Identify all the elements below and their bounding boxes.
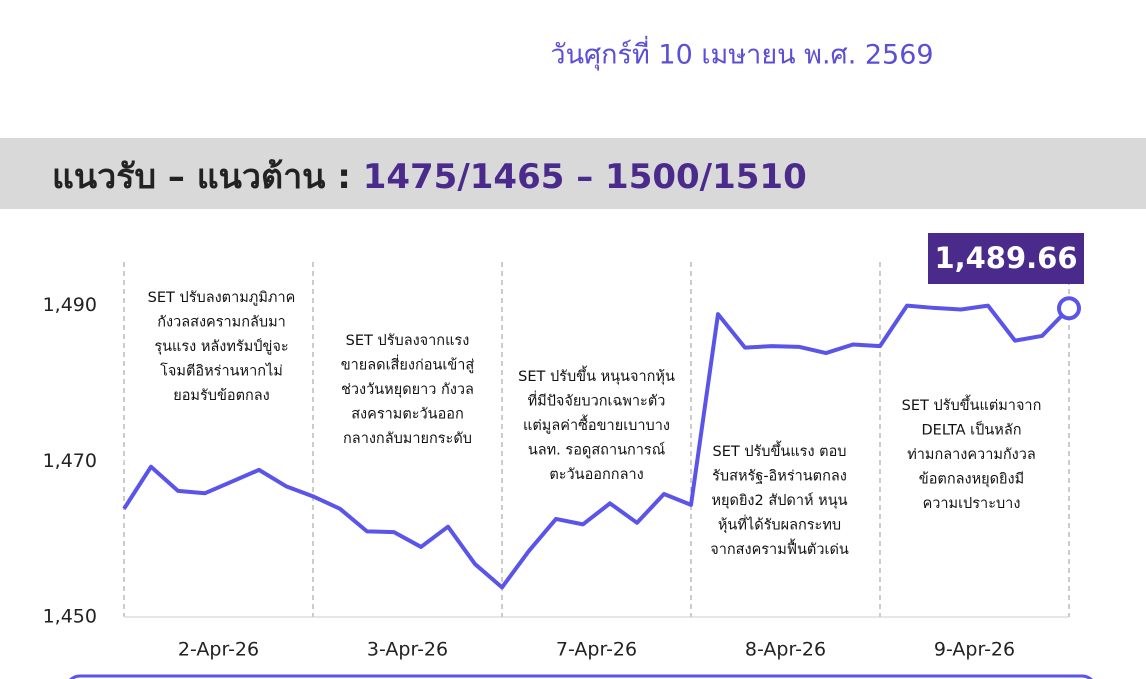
y-tick-label: 1,450	[43, 606, 97, 628]
annotation: สงครามตะวันออก	[351, 407, 464, 423]
annotation: รับสหรัฐ-อิหร่านตกลง	[712, 469, 847, 485]
annotation: ตะวันออกกลาง	[549, 467, 643, 483]
annotation: SET ปรับขึ้นแรง ตอบ	[712, 440, 846, 460]
x-tick-label: 8-Apr-26	[745, 639, 826, 661]
annotation: ช่วงวันหยุดยาว กังวล	[341, 382, 474, 398]
annotation: โจมตีอิหร่านหากไม่	[160, 362, 283, 380]
y-tick-label: 1,490	[43, 294, 97, 316]
title-levels: 1475/1465 – 1500/1510	[363, 157, 807, 197]
x-tick-label: 3-Apr-26	[367, 639, 448, 661]
annotation: ยอมรับข้อตกลง	[173, 387, 270, 404]
annotation: หุ้นที่ได้รับผลกระทบ	[718, 515, 841, 534]
annotation: นลท. รอดูสถานการณ์	[528, 442, 665, 459]
value-label: 1,489.66	[934, 241, 1077, 275]
last-point	[1057, 296, 1081, 321]
title-prefix: แนวรับ – แนวต้าน :	[52, 157, 363, 197]
annotation: รุนแรง หลังทรัมป์ขู่จะ	[154, 338, 288, 355]
x-tick-label: 9-Apr-26	[934, 639, 1015, 661]
title: แนวรับ – แนวต้าน : 1475/1465 – 1500/1510	[52, 157, 807, 197]
x-tick-label: 7-Apr-26	[556, 639, 637, 661]
title-band	[0, 138, 1146, 209]
annotation: SET ปรับลงตามภูมิภาค	[148, 290, 296, 306]
annotation: กลางกลับมายกระดับ	[343, 431, 472, 447]
annotation: แต่มูลค่าซื้อขายเบาบาง	[523, 414, 670, 434]
annotation: ที่มีปัจจัยบวกเฉพาะตัว	[528, 391, 666, 410]
annotation: จากสงครามฟื้นตัวเด่น	[710, 538, 849, 558]
annotation: SET ปรับขึ้น หนุนจากหุ้น	[518, 365, 675, 385]
x-tick-label: 2-Apr-26	[178, 639, 259, 661]
annotation: DELTA เป็นหลัก	[922, 420, 1022, 439]
annotation: ท่ามกลางความกังวล	[907, 447, 1036, 463]
bottom-panel	[69, 674, 1093, 679]
annotation: หยุดยิง2 สัปดาห์ หนุน	[711, 492, 847, 509]
series-line	[122, 303, 1071, 590]
annotation: SET ปรับลงจากแรง	[346, 333, 470, 349]
annotation: ข้อตกลงหยุดยิงมี	[919, 471, 1024, 488]
annotation: SET ปรับขึ้นแต่มาจาก	[902, 394, 1042, 414]
value-label-box	[928, 233, 1084, 284]
annotation: ขายลดเสี่ยงก่อนเข้าสู่	[341, 355, 475, 374]
date: วันศุกร์ที่ 10 เมษายน พ.ศ. 2569	[550, 36, 933, 72]
annotation: ความเปราะบาง	[923, 496, 1021, 512]
y-tick-label: 1,470	[43, 450, 97, 472]
annotation: กังวลสงครามกลับมา	[157, 315, 286, 331]
